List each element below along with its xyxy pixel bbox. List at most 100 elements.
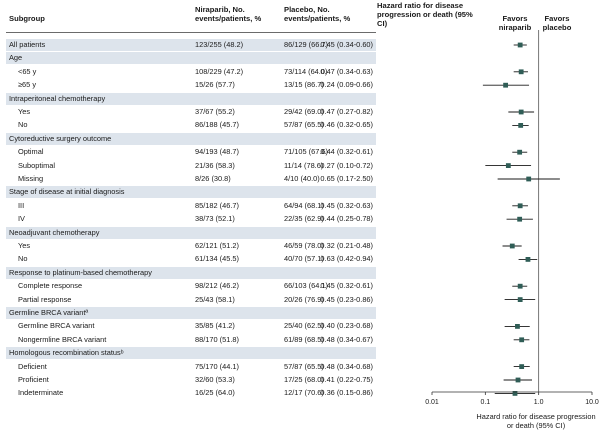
subgroup-label: Optimal (18, 147, 44, 157)
hr-cell: 0.44 (0.32-0.61) (320, 147, 373, 157)
niraparib-cell: 85/182 (46.7) (195, 200, 239, 210)
table-row: Proficient 32/60 (53.3) 17/25 (68.0) 0.41 (… (6, 374, 376, 386)
placebo-cell: 71/105 (67.6) (284, 147, 328, 157)
niraparib-cell: 61/134 (45.5) (195, 254, 239, 264)
x-tick-label: 1.0 (534, 399, 544, 406)
hr-cell: 0.47 (0.34-0.63) (320, 66, 373, 76)
table-row: Intraperitoneal chemotherapy (6, 92, 376, 105)
hr-cell: 0.48 (0.34-0.68) (320, 361, 373, 371)
table-row: Germline BRCA variantª (6, 307, 376, 319)
placebo-cell: 61/89 (68.5) (284, 334, 324, 344)
niraparib-cell: 32/60 (53.3) (195, 375, 235, 384)
table-row: No 86/188 (45.7) 57/87 (65.5) 0.46 (0.32-0.… (6, 119, 376, 131)
hr-cell: 0.46 (0.32-0.65) (320, 120, 373, 130)
niraparib-cell: 25/43 (58.1) (195, 294, 235, 304)
subgroup-label: No (18, 254, 28, 264)
subgroup-label: Yes (18, 241, 31, 250)
niraparib-cell: 62/121 (51.2) (195, 241, 239, 250)
point-estimate-marker (518, 123, 524, 128)
niraparib-cell: 21/36 (58.3) (195, 160, 235, 170)
niraparib-cell: 123/255 (48.2) (195, 40, 244, 49)
table-row: Cytoreductive surgery outcome (6, 132, 376, 145)
point-estimate-marker (517, 42, 523, 48)
subgroup-label: ≥65 y (18, 80, 37, 90)
table-row: Indeterminate 16/25 (64.0) 12/17 (70.6) 0.3… (6, 387, 376, 399)
hr-cell: 0.47 (0.27-0.82) (320, 107, 373, 116)
table-row: No 61/134 (45.5) 40/70 (57.1) 0.63 (0.42-0.… (6, 253, 376, 265)
subgroup-label: Nongermline BRCA variant (18, 334, 107, 344)
subgroup-label: Partial response (18, 294, 72, 304)
placebo-cell: 29/42 (69.0) (284, 107, 324, 116)
subgroup-label: All patients (9, 40, 46, 49)
placebo-cell: 66/103 (64.1) (284, 281, 328, 291)
placebo-cell: 13/15 (86.7) (284, 80, 324, 90)
subgroup-label: Intraperitoneal chemotherapy (9, 93, 106, 103)
point-estimate-marker (515, 377, 521, 383)
subgroup-label: Homologous recombination statusᵇ (9, 348, 124, 358)
placebo-cell: 22/35 (62.9) (284, 214, 324, 224)
table-row: Optimal 94/193 (48.7) 71/105 (67.6) 0.44 (0… (6, 146, 376, 158)
subgroup-label: Suboptimal (18, 160, 55, 170)
favors-placebo-label: Favors placebo (542, 14, 572, 32)
table-row: Age (6, 52, 376, 65)
header-rule (6, 32, 376, 33)
hr-cell: 0.48 (0.34-0.67) (320, 334, 373, 344)
niraparib-cell: 88/170 (51.8) (195, 334, 239, 344)
table-row: Neoadjuvant chemotherapy (6, 226, 376, 239)
subgroup-label: Germline BRCA variantª (9, 308, 89, 317)
niraparib-cell: 75/170 (44.1) (195, 361, 239, 371)
hr-cell: 0.45 (0.32-0.61) (320, 281, 373, 291)
point-estimate-marker (515, 324, 520, 329)
subgroup-label: Germline BRCA variant (18, 321, 95, 331)
point-estimate-marker (519, 337, 525, 343)
point-estimate-marker (517, 297, 523, 302)
x-tick-label: 0.1 (480, 399, 490, 406)
table-row: IV 38/73 (52.1) 22/35 (62.9) 0.44 (0.25-0.7… (6, 213, 376, 225)
subgroup-label: Yes (18, 107, 31, 116)
table-row: III 85/182 (46.7) 64/94 (68.1) 0.45 (0.32-0… (6, 200, 376, 212)
table-row: Stage of disease at initial diagnosis (6, 186, 376, 199)
table-row: Partial response 25/43 (58.1) 20/26 (76.9)… (6, 294, 376, 306)
placebo-cell: 17/25 (68.0) (284, 375, 324, 384)
point-estimate-marker (512, 391, 518, 396)
niraparib-cell: 94/193 (48.7) (195, 147, 239, 157)
table-row: Response to platinum-based chemotherapy (6, 266, 376, 279)
hr-cell: 0.45 (0.23-0.86) (320, 294, 373, 304)
hr-cell: 0.36 (0.15-0.86) (320, 388, 373, 398)
point-estimate-marker (517, 203, 523, 209)
subgroup-label: Response to platinum-based chemotherapy (9, 267, 152, 277)
placebo-cell: 57/87 (65.5) (284, 361, 324, 371)
hr-cell: 0.24 (0.09-0.66) (320, 80, 373, 90)
subgroup-label: Deficient (18, 361, 47, 371)
placebo-cell: 20/26 (76.9) (284, 294, 324, 304)
table-row: Complete response 98/212 (46.2) 66/103 (64… (6, 280, 376, 292)
point-estimate-marker (517, 216, 523, 222)
hr-cell: 0.41 (0.22-0.75) (320, 375, 373, 384)
point-estimate-marker (519, 364, 525, 369)
subgroup-label: No (18, 120, 28, 130)
subgroup-label: Cytoreductive surgery outcome (9, 133, 112, 143)
table-row: All patients 123/255 (48.2) 86/129 (66.7) 0… (6, 39, 376, 51)
table-row: <65 y 108/229 (47.2) 73/114 (64.0) 0.47 (0.… (6, 66, 376, 78)
table-row: Germline BRCA variant 35/85 (41.2) 25/40 (… (6, 320, 376, 332)
niraparib-cell: 37/67 (55.2) (195, 107, 235, 116)
hr-cell: 0.27 (0.10-0.72) (320, 160, 373, 170)
niraparib-cell: 15/26 (57.7) (195, 80, 235, 90)
x-tick-label: 0.01 (425, 399, 439, 406)
placebo-cell: 64/94 (68.1) (284, 200, 324, 210)
point-estimate-marker (525, 257, 531, 262)
hr-cell: 0.45 (0.34-0.60) (320, 40, 373, 49)
point-estimate-marker (503, 82, 509, 88)
table-row: Missing 8/26 (30.8) 4/10 (40.0) 0.65 (0.17-… (6, 173, 376, 185)
niraparib-cell: 86/188 (45.7) (195, 120, 239, 130)
niraparib-cell: 8/26 (30.8) (195, 174, 231, 183)
placebo-cell: 86/129 (66.7) (284, 40, 328, 49)
subgroup-label: Age (9, 53, 23, 63)
point-estimate-marker (517, 149, 523, 155)
subgroup-label: Stage of disease at initial diagnosis (9, 187, 125, 197)
subgroup-label: Complete response (18, 281, 83, 291)
niraparib-cell: 38/73 (52.1) (195, 214, 235, 224)
subgroup-label: <65 y (18, 66, 37, 76)
